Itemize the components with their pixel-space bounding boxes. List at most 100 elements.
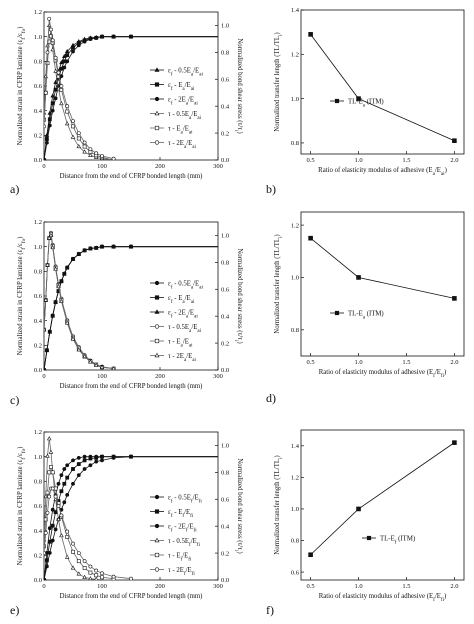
data-point [129, 34, 133, 39]
y-axis-label: Normalized transfer length (TL/TLi​) [274, 234, 284, 333]
panel-label-a: a) [10, 182, 19, 196]
data-point [76, 462, 81, 466]
data-point [82, 354, 87, 359]
x-tick-label: 2.0 [450, 359, 458, 366]
y-tick-label: 0.4 [34, 528, 43, 535]
legend-entry: εf​ - 0.5Ea​/Eai​ [150, 67, 203, 77]
data-point [71, 481, 75, 486]
data-point [71, 467, 75, 471]
plot-frame [300, 9, 465, 155]
legend-label: TL-Ea​ (ITM) [348, 98, 384, 108]
y-tick-label: 0.4 [34, 108, 43, 115]
legend-entry: τ - 2Ea​/Eai​ [150, 352, 197, 363]
legend-entry: εf​ - Ef​/Efi​ [150, 509, 194, 519]
y-axis-label: Normalized strain in CFRP laminate (εf​/… [17, 237, 27, 356]
data-point [50, 538, 55, 543]
legend-entry: TL-Ea​ (ITM) [330, 98, 384, 108]
data-point [100, 575, 104, 580]
data-point [82, 454, 87, 459]
y-tick-label: 1.0 [34, 244, 42, 251]
legend-marker [154, 140, 160, 145]
y-tick-label: 1.0 [291, 506, 299, 513]
data-point [71, 49, 75, 54]
data-point [93, 245, 99, 250]
data-point [44, 517, 48, 522]
chart-panel-d: 0.5 1.0 1.5 2.0 0.8 1.0 1.2 Ratio of elasticity… [266, 211, 465, 405]
data-point [45, 140, 49, 145]
data-point [111, 156, 116, 160]
y-right-axis-label: Normalized bond shear stress (τ/τi​) [233, 458, 243, 553]
data-point [76, 455, 81, 460]
panel-label-c: c) [10, 393, 19, 407]
chart-panel-c: 0 100 200 3000.00.20.40.60.81.01.20.00.20.4… [10, 219, 243, 407]
data-point [65, 53, 70, 58]
data-point [59, 84, 64, 88]
legend-entry: εf​ - 2Ea​/Eai​ [150, 309, 198, 319]
data-point [452, 296, 457, 301]
x-tick-label: 0.5 [307, 157, 315, 164]
data-point [45, 564, 49, 569]
legend-entry: τ - 2Ea​/Eai​ [150, 140, 197, 150]
legend-label: τ - 0.5Ea​/Eai​ [168, 324, 202, 334]
x-tick-label: 300 [213, 583, 223, 590]
data-point [50, 245, 55, 250]
y-right-tick-label: 0.0 [221, 367, 229, 374]
plot-frame [300, 211, 465, 357]
legend-marker [154, 523, 160, 529]
data-point [100, 34, 104, 39]
y-right-tick-label: 0.0 [221, 577, 229, 584]
data-point [59, 60, 64, 65]
data-point [44, 578, 46, 580]
data-point [93, 362, 99, 367]
legend-label: εf​ - 0.5Ea​/Eai​ [168, 280, 203, 290]
legend-label: τ - 2Ea​/Eai​ [168, 353, 197, 363]
data-point [452, 138, 457, 144]
data-point [88, 359, 93, 364]
data-point [82, 574, 87, 579]
data-point [45, 61, 50, 66]
data-point [59, 513, 64, 518]
legend-entry: τ - 2Ef​/Efi​ [150, 567, 195, 577]
data-point [62, 271, 67, 276]
data-point [76, 551, 81, 555]
legend-label: TL-Ef​ (ITM) [380, 535, 415, 545]
data-point [308, 32, 313, 37]
data-point [48, 449, 54, 454]
data-point [59, 533, 64, 538]
data-point [82, 247, 87, 252]
data-point [45, 262, 50, 267]
data-point [76, 473, 81, 478]
data-point [76, 347, 82, 352]
x-tick-label: 100 [97, 373, 107, 380]
legend-entry: εf​ - Ea​/Eai​ [150, 295, 195, 305]
data-point [47, 494, 52, 499]
data-point [44, 297, 49, 302]
data-point [76, 144, 82, 149]
y-tick-label: 1.0 [291, 96, 299, 103]
series-c-5 [44, 232, 116, 370]
data-point [56, 284, 61, 289]
legend-marker [154, 309, 160, 314]
legend-label: τ - Ef​/Efi​ [168, 552, 192, 562]
y-right-tick-label: 0.4 [221, 103, 230, 110]
legend-marker [154, 338, 160, 344]
data-point [50, 507, 55, 512]
data-point [70, 336, 76, 341]
data-point [82, 149, 87, 154]
data-point [56, 74, 61, 79]
plot-frame [300, 429, 465, 581]
y-tick-label: 0.2 [34, 553, 42, 560]
legend-entry: εf​ - 0.5Ea​/Eai​ [150, 280, 203, 290]
data-point [99, 364, 105, 369]
data-point [56, 481, 61, 486]
legend-entry: τ - Ea​/Eai​ [150, 125, 193, 135]
data-point [44, 90, 48, 95]
y-tick-label: 1.2 [291, 52, 299, 59]
x-axis-label: Ratio of elasticity modulus of adhesive … [319, 369, 447, 379]
y-tick-label: 0.0 [34, 367, 42, 374]
data-point [356, 506, 361, 512]
series-line [44, 488, 132, 580]
legend-label: εf​ - Ea​/Eai​ [168, 295, 195, 305]
legend-marker [154, 295, 160, 300]
data-point [82, 39, 87, 44]
